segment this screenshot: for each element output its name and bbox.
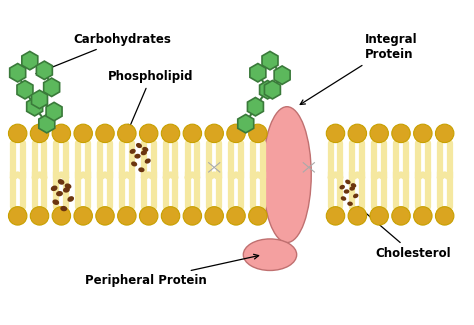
Ellipse shape [67, 196, 74, 202]
Circle shape [52, 207, 71, 225]
Circle shape [249, 207, 267, 225]
Ellipse shape [145, 159, 151, 164]
Ellipse shape [64, 183, 72, 189]
Circle shape [436, 207, 454, 225]
Circle shape [30, 207, 49, 225]
Circle shape [392, 207, 410, 225]
Ellipse shape [344, 189, 349, 194]
Text: Peripheral Protein: Peripheral Protein [85, 254, 259, 287]
Polygon shape [274, 66, 290, 84]
Circle shape [30, 124, 49, 143]
Polygon shape [262, 51, 278, 70]
Polygon shape [27, 98, 43, 116]
Text: Carbohydrates: Carbohydrates [36, 32, 171, 74]
Polygon shape [260, 81, 275, 99]
Circle shape [205, 124, 223, 143]
Polygon shape [250, 63, 266, 82]
Circle shape [9, 207, 27, 225]
Ellipse shape [263, 107, 311, 242]
Circle shape [414, 124, 432, 143]
Polygon shape [22, 51, 38, 70]
Polygon shape [9, 63, 26, 82]
Circle shape [348, 207, 366, 225]
Ellipse shape [58, 179, 64, 185]
Ellipse shape [351, 183, 356, 188]
Circle shape [183, 207, 201, 225]
Ellipse shape [339, 185, 345, 189]
Ellipse shape [341, 196, 346, 201]
Circle shape [326, 124, 345, 143]
Circle shape [139, 124, 158, 143]
Text: Cholesterol: Cholesterol [358, 206, 451, 260]
Polygon shape [247, 98, 264, 116]
Text: Phospholipid: Phospholipid [109, 70, 194, 130]
Circle shape [227, 207, 245, 225]
Circle shape [183, 124, 201, 143]
Circle shape [9, 124, 27, 143]
Circle shape [436, 124, 454, 143]
Circle shape [326, 207, 345, 225]
Circle shape [348, 124, 366, 143]
Ellipse shape [56, 191, 63, 196]
Ellipse shape [243, 239, 297, 270]
Ellipse shape [141, 150, 147, 155]
Circle shape [227, 124, 245, 143]
Circle shape [52, 124, 71, 143]
Ellipse shape [136, 143, 142, 148]
Polygon shape [264, 81, 281, 99]
Circle shape [205, 207, 223, 225]
Circle shape [139, 207, 158, 225]
Circle shape [161, 207, 180, 225]
Polygon shape [32, 90, 47, 109]
Ellipse shape [345, 180, 351, 184]
Ellipse shape [353, 194, 358, 198]
Circle shape [249, 124, 267, 143]
Polygon shape [46, 102, 62, 121]
Ellipse shape [138, 167, 145, 172]
Polygon shape [17, 81, 33, 99]
Ellipse shape [60, 206, 67, 211]
Circle shape [118, 207, 136, 225]
Circle shape [74, 124, 92, 143]
Ellipse shape [349, 186, 355, 191]
Ellipse shape [347, 202, 353, 206]
Circle shape [74, 207, 92, 225]
Circle shape [161, 124, 180, 143]
Ellipse shape [129, 149, 136, 154]
Circle shape [392, 124, 410, 143]
Polygon shape [44, 78, 60, 97]
Ellipse shape [142, 147, 148, 152]
Ellipse shape [131, 162, 137, 166]
Ellipse shape [63, 187, 70, 193]
Polygon shape [238, 114, 254, 133]
Circle shape [414, 207, 432, 225]
Circle shape [118, 124, 136, 143]
Circle shape [96, 207, 114, 225]
Polygon shape [39, 114, 55, 133]
Circle shape [96, 124, 114, 143]
Ellipse shape [135, 154, 141, 159]
Ellipse shape [53, 200, 59, 205]
Circle shape [370, 207, 388, 225]
Circle shape [370, 124, 388, 143]
Text: Integral
Protein: Integral Protein [300, 33, 417, 104]
Polygon shape [36, 61, 52, 80]
Ellipse shape [51, 186, 57, 191]
